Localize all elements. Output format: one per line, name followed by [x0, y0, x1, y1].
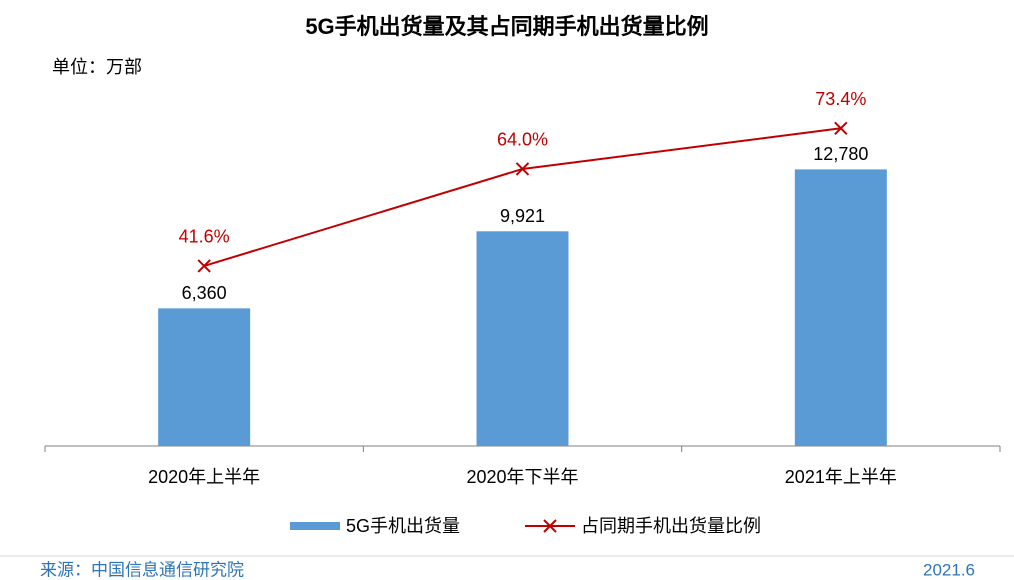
- x-tick-label: 2021年上半年: [785, 467, 897, 487]
- bar: [158, 308, 251, 446]
- line-label: 41.6%: [179, 227, 230, 247]
- unit-label: 单位：万部: [52, 57, 142, 77]
- bar: [476, 231, 569, 446]
- marker: [834, 121, 848, 135]
- bar-label: 6,360: [182, 283, 227, 303]
- x-tick-label: 2020年下半年: [466, 467, 578, 487]
- chart-title: 5G手机出货量及其占同期手机出货量比例: [305, 14, 708, 39]
- bar-label: 12,780: [813, 144, 868, 164]
- legend-marker: [543, 519, 557, 533]
- marker: [197, 259, 211, 273]
- bar: [794, 169, 887, 446]
- source: 来源：中国信息通信研究院: [40, 560, 244, 579]
- line-label: 73.4%: [815, 89, 866, 109]
- line-label: 64.0%: [497, 130, 548, 150]
- legend-label: 占同期手机出货量比例: [581, 516, 761, 536]
- date: 2021.6: [923, 560, 975, 579]
- legend-label: 5G手机出货量: [346, 516, 460, 536]
- x-tick-label: 2020年上半年: [148, 467, 260, 487]
- bar-label: 9,921: [500, 206, 545, 226]
- marker: [515, 162, 530, 176]
- legend-swatch: [290, 522, 340, 530]
